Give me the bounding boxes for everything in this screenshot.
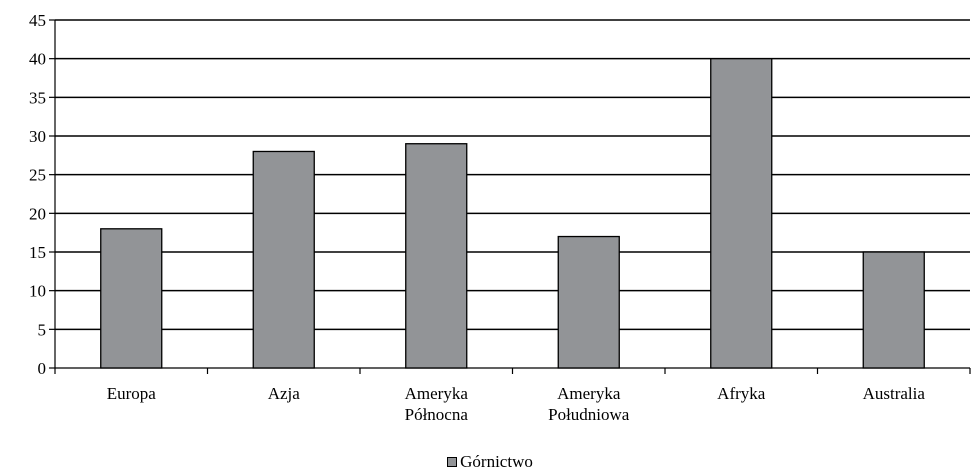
- x-category-label-line: Afryka: [717, 384, 766, 403]
- x-category-label-line: Azja: [268, 384, 301, 403]
- bar: [557, 235, 620, 369]
- x-category-label-line: Ameryka: [405, 384, 469, 403]
- x-category-label: Ameryka Północna: [405, 384, 469, 424]
- x-category-label-line: Północna: [405, 405, 469, 424]
- legend-label: Górnictwo: [460, 452, 533, 471]
- x-category-label-line: Południowa: [548, 405, 630, 424]
- bar: [710, 58, 773, 369]
- bar: [862, 251, 925, 369]
- bar: [405, 143, 468, 369]
- legend: Górnictwo: [0, 452, 980, 472]
- x-category-label: Azja: [268, 384, 301, 403]
- x-category-label-line: Europa: [107, 384, 157, 403]
- x-category-label-line: Australia: [863, 384, 926, 403]
- y-tick-label: 5: [38, 320, 47, 339]
- y-tick-label: 35: [29, 88, 46, 107]
- y-tick-label: 40: [29, 50, 46, 69]
- legend-swatch: [447, 457, 458, 467]
- bar: [100, 228, 163, 369]
- y-tick-label: 15: [29, 243, 46, 262]
- x-category-label-line: Ameryka: [557, 384, 621, 403]
- y-tick-label: 20: [29, 204, 46, 223]
- bar: [252, 150, 315, 369]
- y-tick-label: 25: [29, 166, 46, 185]
- y-tick-label: 0: [38, 359, 47, 378]
- x-category-label: Afryka: [717, 384, 766, 403]
- bar-chart: 0 5 10 15 20 25 30 35 40 45 Europa Azja Ameryka Półno…: [29, 11, 971, 424]
- y-tick-label: 45: [29, 11, 46, 30]
- x-category-label: Europa: [107, 384, 157, 403]
- y-tick-label: 30: [29, 127, 46, 146]
- x-category-label: Ameryka Południowa: [548, 384, 630, 424]
- y-tick-label: 10: [29, 282, 46, 301]
- x-category-label: Australia: [863, 384, 926, 403]
